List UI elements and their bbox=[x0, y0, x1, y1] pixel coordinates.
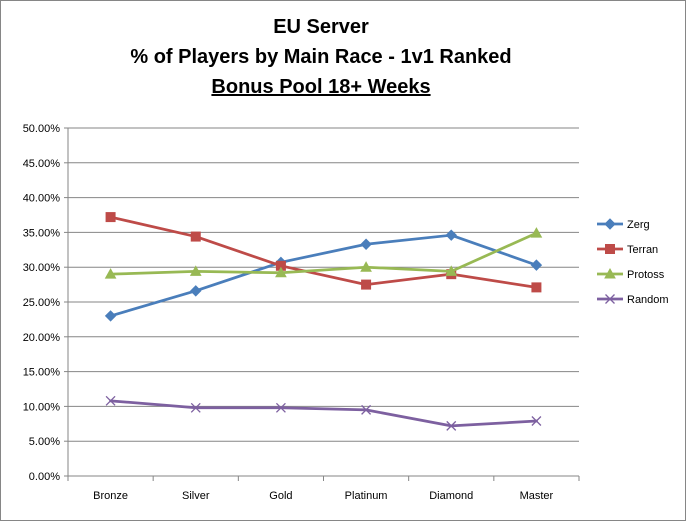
y-tick-label: 30.00% bbox=[23, 262, 61, 274]
y-tick-label: 45.00% bbox=[23, 158, 61, 170]
data-point-protoss bbox=[360, 261, 372, 272]
series-line-random bbox=[109, 399, 538, 428]
y-tick-label: 35.00% bbox=[23, 227, 61, 239]
data-point-protoss bbox=[189, 265, 202, 276]
y-tick-label: 50.00% bbox=[23, 123, 61, 135]
y-tick-label: 20.00% bbox=[23, 332, 61, 344]
x-tick-label: Master bbox=[520, 490, 554, 502]
data-point-random bbox=[190, 402, 201, 413]
legend-label-terran: Terran bbox=[627, 244, 658, 256]
series-line-protoss bbox=[109, 231, 538, 276]
data-point-terran bbox=[105, 212, 116, 223]
y-tick-label: 25.00% bbox=[23, 297, 61, 309]
chart-title-line-3-text: Bonus Pool 18+ Weeks bbox=[211, 76, 431, 98]
x-tick-label: Platinum bbox=[345, 490, 388, 502]
data-point-protoss bbox=[530, 227, 543, 238]
data-point-terran bbox=[190, 231, 201, 242]
data-point-random bbox=[446, 420, 457, 431]
series-line-zerg bbox=[109, 233, 538, 318]
legend-label-protoss: Protoss bbox=[627, 269, 665, 281]
y-tick-label: 40.00% bbox=[23, 193, 61, 205]
data-point-random bbox=[275, 402, 286, 413]
data-point-random bbox=[531, 416, 542, 426]
data-point-zerg bbox=[190, 285, 202, 297]
legend-marker-random bbox=[605, 294, 615, 304]
x-tick-label: Gold bbox=[269, 490, 292, 502]
y-tick-label: 0.00% bbox=[29, 471, 60, 483]
data-point-terran bbox=[361, 279, 372, 290]
chart-title-line-3: Bonus Pool 18+ Weeks bbox=[1, 75, 641, 99]
y-tick-label: 15.00% bbox=[23, 367, 61, 379]
legend-marker-protoss bbox=[604, 267, 616, 279]
series-line-terran bbox=[109, 215, 538, 289]
x-tick-label: Diamond bbox=[429, 490, 473, 502]
data-point-zerg bbox=[104, 310, 117, 322]
legend-marker-terran bbox=[605, 244, 615, 254]
data-point-random bbox=[361, 404, 372, 415]
x-tick-label: Silver bbox=[182, 490, 210, 502]
data-point-protoss bbox=[275, 266, 287, 278]
legend-label-zerg: Zerg bbox=[627, 219, 650, 231]
data-point-zerg bbox=[445, 229, 457, 241]
chart-title-line-1: EU Server bbox=[273, 16, 369, 38]
data-point-zerg bbox=[530, 259, 543, 271]
y-tick-label: 5.00% bbox=[29, 436, 60, 448]
x-tick-label: Bronze bbox=[93, 490, 128, 502]
legend-marker-zerg bbox=[604, 218, 616, 230]
data-point-protoss bbox=[445, 265, 458, 276]
data-point-terran bbox=[531, 282, 542, 293]
data-point-zerg bbox=[360, 238, 372, 250]
chart-title-line-2: % of Players by Main Race - 1v1 Ranked bbox=[130, 46, 512, 68]
y-tick-label: 10.00% bbox=[23, 401, 61, 413]
data-point-protoss bbox=[104, 268, 117, 279]
legend-label-random: Random bbox=[627, 294, 669, 306]
data-point-random bbox=[105, 395, 116, 406]
